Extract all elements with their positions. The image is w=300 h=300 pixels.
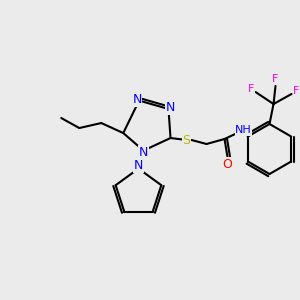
Text: S: S: [182, 134, 190, 146]
Text: N: N: [166, 101, 175, 115]
Text: F: F: [248, 84, 255, 94]
Text: F: F: [272, 74, 279, 84]
Text: O: O: [223, 158, 232, 170]
Text: N: N: [134, 159, 143, 172]
Text: N: N: [139, 146, 148, 159]
Text: N: N: [132, 93, 142, 106]
Text: NH: NH: [235, 125, 252, 135]
Text: F: F: [293, 86, 300, 96]
